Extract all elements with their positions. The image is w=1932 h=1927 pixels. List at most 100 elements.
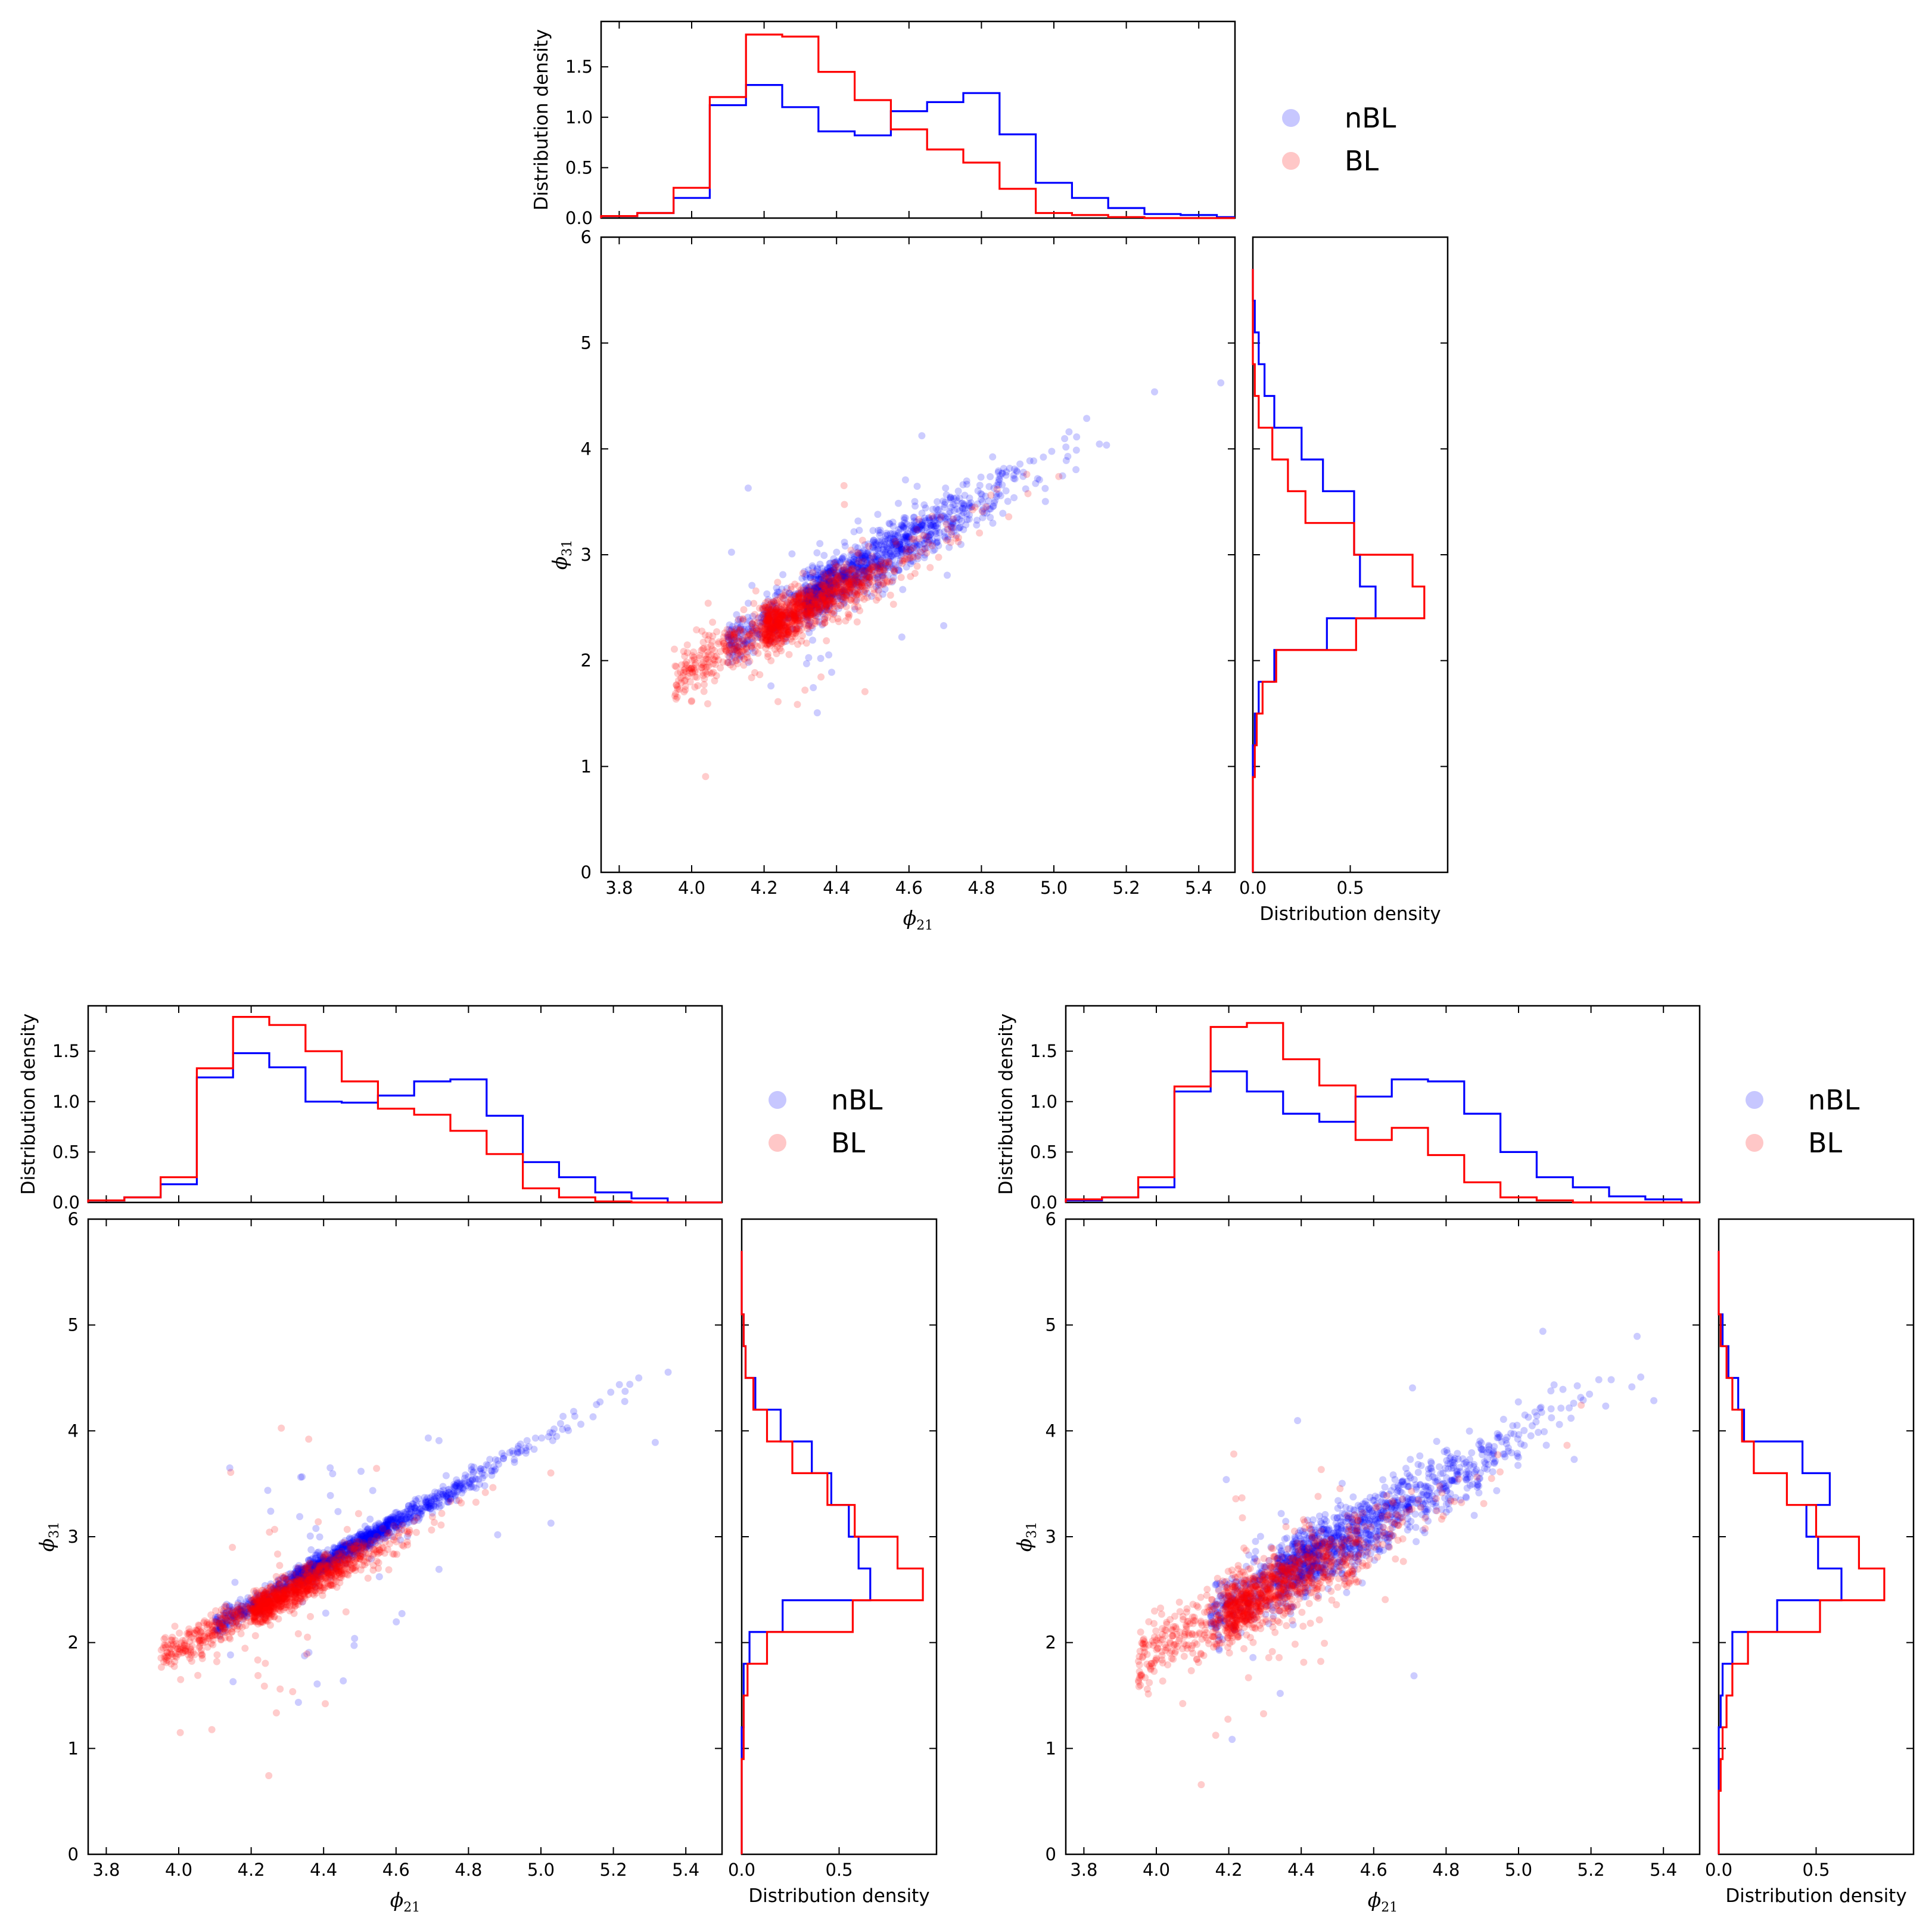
scatter-point: [876, 538, 883, 546]
scatter-point: [726, 648, 733, 656]
scatter-point: [839, 586, 847, 594]
scatter-point: [766, 620, 774, 628]
scatter-point: [849, 562, 857, 570]
scatter-point: [766, 627, 773, 635]
scatter-point: [740, 606, 748, 614]
scatter-point: [816, 540, 824, 548]
scatter-point: [885, 546, 893, 554]
scatter-point: [903, 545, 911, 552]
scatter-point: [431, 1488, 438, 1496]
scatter-point: [892, 532, 900, 539]
scatter-point: [483, 1461, 490, 1469]
scatter-point: [687, 698, 695, 705]
scatter-point: [861, 688, 869, 695]
scatter-point: [826, 602, 834, 610]
scatter-point: [767, 613, 774, 621]
scatter-point: [961, 505, 969, 512]
scatter-point: [892, 542, 900, 550]
scatter-point: [1003, 468, 1010, 476]
scatter-point: [982, 492, 990, 500]
scatter-point: [726, 627, 734, 635]
scatter-point: [826, 577, 833, 585]
scatter-point: [803, 597, 811, 605]
scatter-point: [793, 627, 801, 635]
scatter-point: [987, 473, 994, 480]
x-tick-label: 4.2: [751, 878, 778, 898]
scatter-point: [941, 503, 948, 511]
scatter-point: [903, 533, 910, 540]
scatter-point: [334, 1508, 342, 1515]
scatter-point: [550, 1425, 558, 1433]
scatter-point: [713, 672, 720, 679]
scatter-point: [805, 654, 813, 661]
scatter-point: [820, 552, 828, 560]
scatter-point: [909, 558, 917, 565]
scatter-point: [827, 592, 835, 600]
scatter-point: [782, 616, 789, 623]
scatter-point: [811, 590, 819, 598]
scatter-point: [756, 630, 763, 638]
scatter-point: [708, 651, 715, 659]
scatter-point: [435, 1565, 443, 1573]
scatter-point: [824, 594, 832, 602]
scatter-point: [732, 635, 739, 642]
scatter-point: [846, 560, 854, 567]
scatter-point: [940, 512, 947, 520]
scatter-point: [830, 588, 838, 596]
scatter-point: [978, 506, 986, 514]
scatter-point: [812, 573, 820, 581]
scatter-point: [734, 628, 742, 636]
scatter-point: [851, 603, 858, 611]
scatter-point: [818, 576, 826, 583]
scatter-point: [843, 592, 851, 599]
scatter-point: [823, 578, 830, 586]
scatter-point: [864, 561, 872, 568]
scatter-point: [774, 624, 782, 632]
scatter-point: [932, 505, 940, 512]
scatter-point: [825, 596, 832, 604]
scatter-point: [807, 604, 815, 611]
scatter-point: [841, 573, 848, 580]
scatter-point: [922, 524, 930, 532]
scatter-point: [864, 564, 872, 571]
scatter-point: [923, 533, 931, 540]
scatter-point: [297, 1474, 304, 1481]
scatter-point: [796, 607, 804, 614]
scatter-point: [836, 558, 844, 566]
scatter-point: [816, 591, 824, 599]
legend-marker-BL: [1282, 152, 1300, 170]
scatter-point: [1005, 513, 1013, 521]
scatter-point: [805, 629, 813, 636]
scatter-point: [494, 1457, 502, 1465]
scatter-point: [278, 1424, 285, 1432]
scatter-point: [690, 654, 698, 661]
scatter-point: [351, 1634, 359, 1642]
scatter-point: [987, 514, 994, 521]
y-tick-label: 5: [581, 333, 592, 353]
scatter-point: [913, 545, 920, 552]
scatter-point: [1073, 433, 1081, 441]
scatter-point: [807, 595, 814, 602]
scatter-point: [898, 633, 906, 641]
scatter-point: [829, 577, 837, 585]
scatter-point: [921, 514, 929, 522]
x-tick-label: 4.0: [678, 878, 705, 898]
scatter-point: [841, 501, 848, 508]
scatter-point: [889, 539, 897, 546]
scatter-point: [973, 517, 981, 524]
scatter-point: [876, 562, 884, 570]
scatter-point: [651, 1438, 659, 1446]
scatter-point: [901, 532, 909, 539]
scatter-point: [825, 578, 833, 586]
top-hist-nBL-step: [600, 84, 1235, 218]
scatter-point: [928, 512, 936, 520]
scatter-point: [1026, 457, 1034, 465]
scatter-point: [194, 1671, 202, 1679]
scatter-point: [959, 481, 967, 489]
scatter-point: [823, 578, 831, 586]
scatter-point: [855, 550, 863, 558]
scatter-point: [855, 568, 863, 576]
scatter-point: [840, 553, 848, 561]
scatter-point: [795, 593, 802, 601]
